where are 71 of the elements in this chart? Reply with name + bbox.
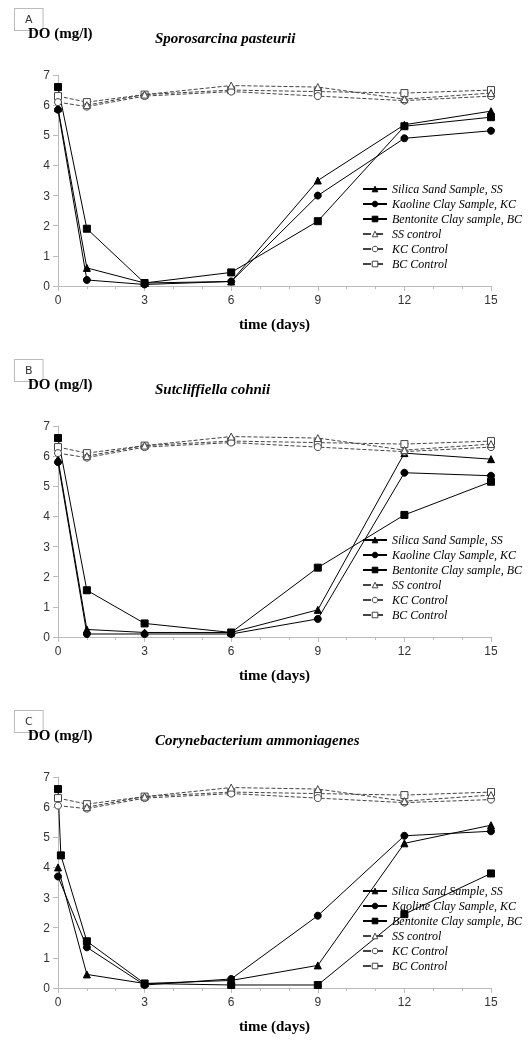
x-tick-label: 0	[54, 644, 62, 658]
legend-label: Silica Sand Sample, SS	[392, 884, 503, 898]
y-tick-label: 0	[43, 630, 51, 644]
legend-label: KC Control	[391, 593, 449, 607]
x-tick-label: 9	[314, 995, 322, 1009]
legend-label: Bentonite Clay sample, BC	[392, 212, 523, 226]
x-tick-label: 6	[227, 644, 235, 658]
x-tick-label: 6	[227, 995, 235, 1009]
y-tick-label: 2	[43, 569, 51, 584]
legend-label: BC Control	[392, 608, 448, 622]
y-tick-label: 4	[43, 509, 51, 524]
y-tick-label: 5	[43, 128, 51, 143]
text: C	[25, 715, 33, 728]
legend-label: KC Control	[391, 242, 449, 256]
y-tick-label: 6	[43, 98, 51, 113]
y-tick-label: 4	[43, 158, 51, 173]
x-tick-label: 15	[484, 644, 498, 658]
x-tick-label: 9	[314, 644, 322, 658]
x-tick-label: 3	[141, 293, 149, 307]
legend-label: Silica Sand Sample, SS	[392, 533, 503, 547]
legend-label: Kaoline Clay Sample, KC	[391, 197, 518, 211]
y-tick-label: 0	[43, 981, 51, 995]
y-tick-label: 1	[43, 248, 51, 263]
y-tick-label: 6	[43, 449, 51, 464]
y-tick-label: 3	[43, 539, 51, 554]
legend-label: SS control	[392, 227, 442, 241]
y-tick-label: 6	[43, 800, 51, 815]
x-tick-label: 3	[141, 995, 149, 1009]
legend-label: BC Control	[392, 959, 448, 973]
legend-label: SS control	[392, 578, 442, 592]
legend-label: Bentonite Clay sample, BC	[392, 914, 523, 928]
y-tick-label: 5	[43, 830, 51, 845]
x-tick-label: 12	[397, 293, 412, 307]
x-axis-title: time (days)	[238, 315, 311, 333]
legend-label: KC Control	[391, 944, 449, 958]
text: B	[25, 364, 33, 377]
y-tick-label: 1	[43, 950, 51, 965]
x-tick-label: 9	[314, 293, 322, 307]
y-tick-label: 2	[43, 218, 51, 233]
legend-label: Silica Sand Sample, SS	[392, 182, 503, 196]
y-tick-label: 5	[43, 479, 51, 494]
x-tick-label: 3	[141, 644, 149, 658]
chart-title: Sutcliffiella cohnii	[155, 380, 271, 397]
legend-label: SS control	[392, 929, 442, 943]
y-tick-label: 0	[43, 279, 51, 293]
x-tick-label: 0	[54, 995, 62, 1009]
y-tick-label: 7	[43, 68, 51, 82]
chart-title: Corynebacterium ammoniagenes	[155, 731, 360, 748]
y-axis-title: DO (mg/l)	[28, 726, 93, 744]
x-tick-label: 6	[227, 293, 235, 307]
y-tick-label: 3	[43, 188, 51, 203]
legend-label: Kaoline Clay Sample, KC	[391, 548, 518, 562]
x-tick-label: 15	[484, 293, 498, 307]
x-tick-label: 12	[397, 995, 412, 1009]
legend-label: Bentonite Clay sample, BC	[392, 563, 523, 577]
x-axis-title: time (days)	[238, 1017, 311, 1035]
legend-label: BC Control	[392, 257, 448, 271]
y-tick-label: 4	[43, 860, 51, 875]
y-tick-label: 2	[43, 920, 51, 935]
y-tick-label: 3	[43, 890, 51, 905]
x-tick-label: 15	[484, 995, 498, 1009]
y-axis-title: DO (mg/l)	[28, 24, 93, 42]
y-tick-label: 7	[43, 419, 51, 433]
chart-title: Sporosarcina pasteurii	[155, 29, 297, 46]
x-tick-label: 0	[54, 293, 62, 307]
y-tick-label: 7	[43, 770, 51, 784]
text: A	[25, 13, 33, 26]
y-axis-title: DO (mg/l)	[28, 375, 93, 393]
y-tick-label: 1	[43, 599, 51, 614]
x-axis-title: time (days)	[238, 666, 311, 684]
x-tick-label: 12	[397, 644, 412, 658]
